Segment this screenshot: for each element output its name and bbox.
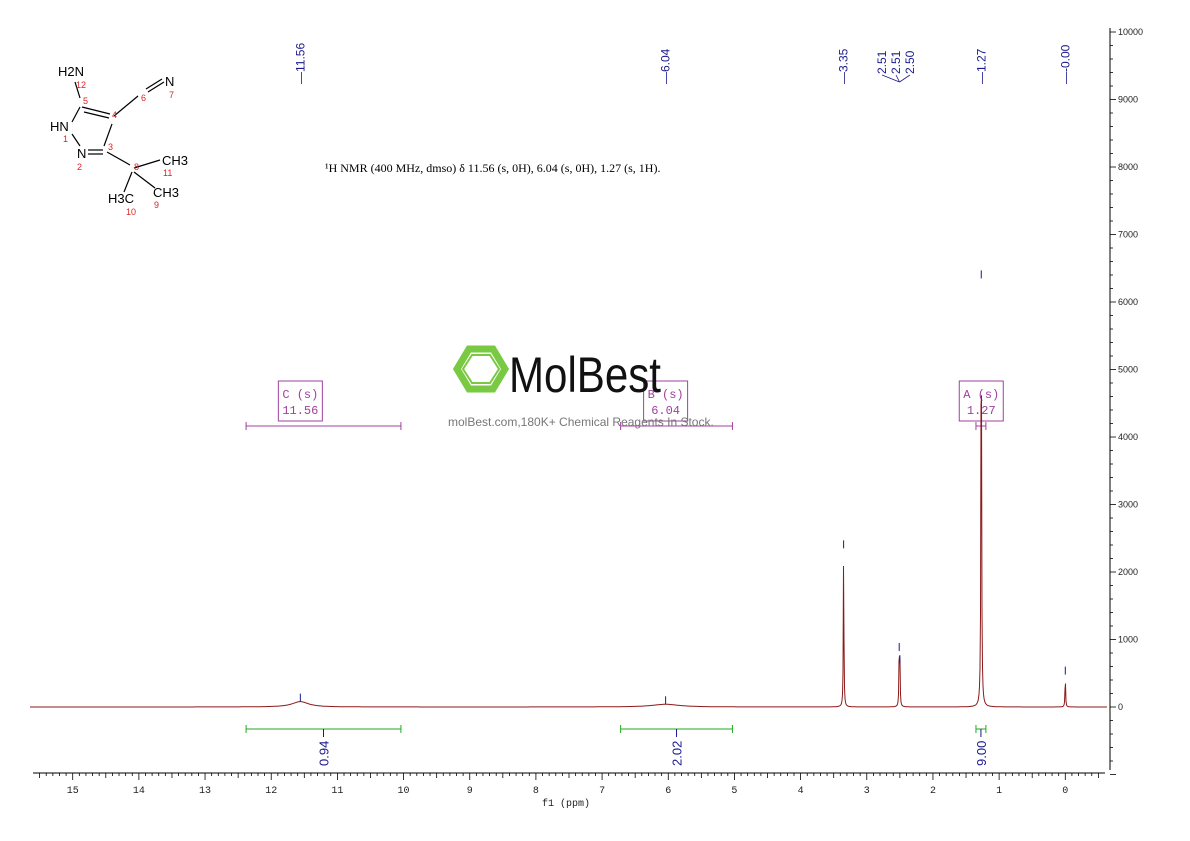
multiplet-shift: 6.04 (651, 404, 680, 418)
peak-label: 2.51 (875, 50, 889, 74)
x-axis-label: f1 (ppm) (542, 798, 590, 810)
integral-value: 0.94 (316, 741, 331, 766)
atom-label: N (77, 146, 86, 161)
multiplet-label: B (s) (648, 388, 684, 402)
atom-index: 4 (112, 110, 117, 120)
y-tick-label: 3000 (1118, 500, 1138, 510)
atom-index: 9 (154, 200, 159, 210)
atom-label: HN (50, 119, 69, 134)
multiplet-box (643, 380, 689, 422)
peak-label: 2.51 (889, 50, 903, 74)
y-tick-label: 5000 (1118, 365, 1138, 375)
x-tick-label: 8 (533, 786, 539, 797)
x-tick-label: 4 (798, 786, 804, 797)
structure-labels: H2N 12 5 4 6 N 7 HN 1 N 2 3 8 CH3 11 CH3… (50, 64, 188, 217)
y-tick-label: 1000 (1118, 635, 1138, 645)
axes: 15 14 13 12 11 10 9 8 7 6 5 4 3 2 1 0f1 (ppm)1000090008… (33, 27, 1143, 810)
hexagon-logo-icon (452, 345, 510, 393)
peak-labels: —11.56 —6.04 —3.35 —1.27 —-0.002.51 2.51 2.50 (293, 43, 1072, 705)
peak-label-connector (881, 74, 900, 83)
x-tick-label: 6 (665, 786, 671, 797)
y-tick-label: 9000 (1118, 95, 1138, 105)
y-tick-label: 6000 (1118, 297, 1138, 307)
peak-label: —1.27 (974, 48, 988, 84)
multiplet-shift: 11.56 (282, 404, 318, 418)
atom-index: 11 (163, 168, 172, 178)
y-tick-label: 8000 (1118, 162, 1138, 172)
y-tick-label: 0 (1118, 702, 1123, 712)
x-tick-label: 15 (67, 786, 79, 797)
x-tick-label: 7 (599, 786, 605, 797)
chemical-structure (71, 78, 165, 193)
x-tick-label: 0 (1062, 786, 1068, 797)
atom-index: 10 (126, 207, 136, 217)
x-tick-label: 13 (199, 786, 211, 797)
x-tick-label: 9 (467, 786, 473, 797)
atom-label: CH3 (162, 153, 188, 168)
atom-index: 6 (141, 93, 146, 103)
atom-label: N (165, 74, 174, 89)
x-tick-label: 1 (996, 786, 1002, 797)
peak-label: —11.56 (293, 43, 307, 84)
annotations: C (s)11.56B (s)6.04A (s)1.270.94 2.02 9.00 (245, 380, 1004, 766)
multiplet-box (277, 380, 323, 422)
atom-index: 2 (77, 162, 82, 172)
integral-value: 9.00 (974, 741, 989, 766)
molbest-watermark: MolBest molBest.com,180K+ Chemical Reage… (448, 345, 714, 429)
x-tick-label: 11 (331, 786, 343, 797)
y-tick-label: 7000 (1118, 230, 1138, 240)
watermark-brand: MolBest (509, 347, 661, 403)
spectrum-trace (30, 395, 1107, 708)
peak-label-connector (899, 74, 911, 83)
y-tick-label: 4000 (1118, 432, 1138, 442)
atom-index: 3 (108, 142, 113, 152)
y-tick-label: 2000 (1118, 567, 1138, 577)
x-tick-label: 2 (930, 786, 936, 797)
atom-index: 12 (76, 80, 86, 90)
peak-label: —-0.00 (1058, 44, 1072, 84)
atom-index: 1 (63, 134, 68, 144)
atom-index: 8 (134, 162, 139, 172)
multiplet-label: C (s) (282, 388, 318, 402)
x-tick-label: 12 (265, 786, 277, 797)
atom-index: 7 (169, 90, 174, 100)
atom-label: CH3 (153, 185, 179, 200)
x-tick-label: 10 (398, 786, 410, 797)
atom-index: 5 (83, 96, 88, 106)
x-tick-label: 5 (731, 786, 737, 797)
chart-title: ¹H NMR (400 MHz, dmso) δ 11.56 (s, 0H), … (325, 161, 660, 175)
watermark-tagline: molBest.com,180K+ Chemical Reagents In S… (448, 415, 714, 429)
x-tick-label: 3 (864, 786, 870, 797)
peak-label: —3.35 (837, 48, 851, 84)
atom-label: H3C (108, 191, 134, 206)
peak-label: —6.04 (659, 48, 673, 84)
peak-label-connector (895, 74, 900, 83)
y-tick-label: 10000 (1118, 27, 1143, 37)
integral-value: 2.02 (670, 741, 685, 766)
peak-label: 2.50 (903, 50, 917, 74)
multiplet-label: A (s) (963, 388, 999, 402)
x-tick-label: 14 (133, 786, 145, 797)
atom-label: H2N (58, 64, 84, 79)
